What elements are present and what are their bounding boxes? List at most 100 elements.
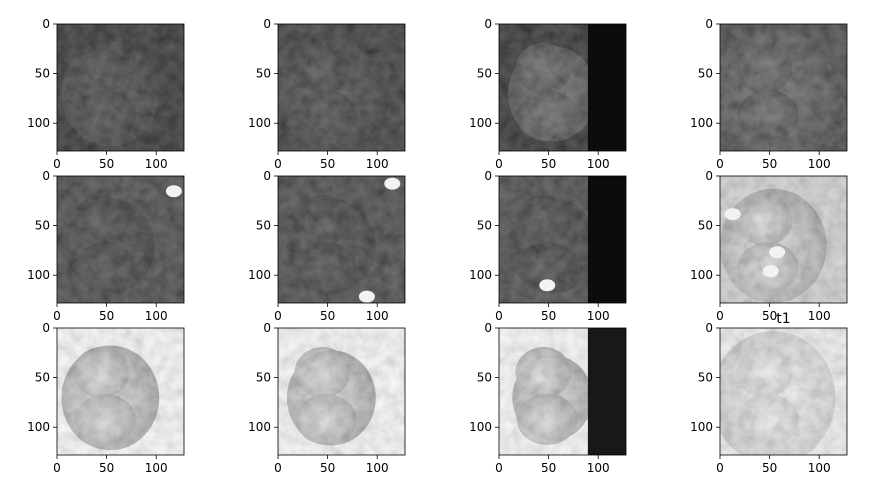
x-tick-label: 0: [274, 461, 282, 475]
x-tick-label: 100: [587, 461, 610, 475]
axes-frame: [56, 175, 185, 304]
x-tick-label: 50: [762, 157, 777, 171]
mri-image: [499, 24, 626, 151]
x-tick-label: 100: [145, 461, 168, 475]
x-tick-label: 0: [274, 157, 282, 171]
y-tick-label: 0: [705, 17, 713, 31]
panel-title: t1: [776, 311, 790, 327]
x-tick-label: 0: [495, 461, 503, 475]
y-tick-label: 50: [35, 371, 50, 385]
y-tick-label: 50: [477, 219, 492, 233]
image-panel-0-3: 0 50 100 0 50 100: [690, 17, 848, 171]
mri-image: [57, 328, 184, 455]
y-tick-label: 100: [469, 268, 492, 282]
x-tick-label: 100: [587, 309, 610, 323]
x-tick-label: 100: [145, 309, 168, 323]
axes-frame: [277, 327, 406, 456]
image-panel-2-0: 0 50 100 0 50 100: [27, 321, 185, 475]
y-tick-label: 0: [484, 17, 492, 31]
y-tick-label: 100: [690, 420, 713, 434]
axes-frame: [719, 23, 848, 152]
x-tick-label: 0: [495, 309, 503, 323]
image-panel-2-1: 0 50 100 0 50 100: [248, 321, 406, 475]
y-tick-label: 50: [698, 371, 713, 385]
x-tick-label: 0: [716, 157, 724, 171]
x-tick-label: 100: [587, 157, 610, 171]
y-tick-label: 0: [484, 321, 492, 335]
x-tick-label: 100: [366, 309, 389, 323]
axes-frame: [719, 175, 848, 304]
image-panel-1-0: 0 50 100 0 50 100: [27, 169, 185, 323]
mri-image: [278, 176, 405, 303]
y-tick-label: 50: [698, 219, 713, 233]
y-tick-label: 50: [35, 67, 50, 81]
x-tick-label: 0: [53, 157, 61, 171]
image-panel-0-1: 0 50 100 0 50 100: [248, 17, 406, 171]
y-tick-label: 50: [698, 67, 713, 81]
x-tick-label: 100: [145, 157, 168, 171]
y-tick-label: 100: [27, 116, 50, 130]
image-panel-1-2: 0 50 100 0 50 100: [469, 169, 627, 323]
y-tick-label: 0: [705, 321, 713, 335]
x-tick-label: 50: [541, 461, 556, 475]
x-tick-label: 50: [320, 309, 335, 323]
y-tick-label: 50: [477, 67, 492, 81]
x-tick-label: 50: [320, 157, 335, 171]
x-tick-label: 0: [716, 461, 724, 475]
axes-frame: [56, 327, 185, 456]
x-tick-label: 100: [808, 157, 831, 171]
image-panel-0-0: 0 50 100 0 50 100: [27, 17, 185, 171]
y-tick-label: 50: [256, 371, 271, 385]
x-tick-label: 100: [366, 461, 389, 475]
axes-frame: [56, 23, 185, 152]
x-tick-label: 50: [99, 157, 114, 171]
x-tick-label: 50: [99, 461, 114, 475]
image-panel-1-3: 0 50 100 0 50 100: [690, 169, 848, 323]
image-panel-0-2: 0 50 100 0 50 100: [469, 17, 627, 171]
mri-image: [57, 24, 184, 151]
axes-frame: [277, 175, 406, 304]
y-tick-label: 50: [256, 67, 271, 81]
y-tick-label: 100: [248, 116, 271, 130]
mri-image: [720, 176, 847, 303]
y-tick-label: 50: [477, 371, 492, 385]
x-tick-label: 100: [808, 461, 831, 475]
y-tick-label: 50: [35, 219, 50, 233]
y-tick-label: 0: [263, 17, 271, 31]
y-tick-label: 0: [484, 169, 492, 183]
mri-image: [57, 176, 184, 303]
x-tick-label: 50: [99, 309, 114, 323]
y-tick-label: 100: [690, 268, 713, 282]
y-tick-label: 50: [256, 219, 271, 233]
y-tick-label: 0: [263, 321, 271, 335]
y-tick-label: 0: [42, 321, 50, 335]
mri-image: [499, 328, 626, 455]
x-tick-label: 50: [320, 461, 335, 475]
image-panel-1-1: 0 50 100 0 50 100: [248, 169, 406, 323]
x-tick-label: 50: [541, 309, 556, 323]
y-tick-label: 100: [248, 420, 271, 434]
y-tick-label: 100: [27, 420, 50, 434]
axes-frame: [277, 23, 406, 152]
mri-image: [499, 176, 626, 303]
y-tick-label: 100: [248, 268, 271, 282]
mri-image: [720, 24, 847, 151]
image-panel-2-2: 0 50 100 0 50 100: [469, 321, 627, 475]
axes-frame: [498, 23, 627, 152]
y-tick-label: 100: [27, 268, 50, 282]
x-tick-label: 0: [716, 309, 724, 323]
y-tick-label: 100: [469, 116, 492, 130]
y-tick-label: 0: [705, 169, 713, 183]
x-tick-label: 50: [762, 309, 777, 323]
x-tick-label: 50: [541, 157, 556, 171]
x-tick-label: 0: [53, 309, 61, 323]
x-tick-label: 0: [53, 461, 61, 475]
y-tick-label: 0: [42, 17, 50, 31]
axes-frame: [498, 327, 627, 456]
axes-frame: [719, 327, 848, 456]
x-tick-label: 0: [495, 157, 503, 171]
y-tick-label: 0: [42, 169, 50, 183]
axes-frame: [498, 175, 627, 304]
mri-image: [278, 24, 405, 151]
